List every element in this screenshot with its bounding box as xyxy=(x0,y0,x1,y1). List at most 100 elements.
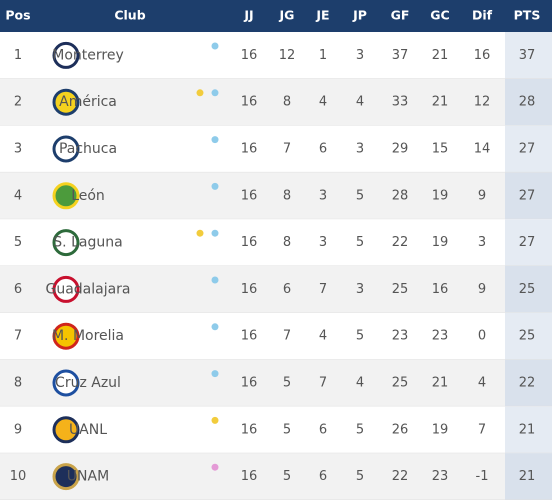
cell: 16 xyxy=(241,422,258,437)
cell: 7 xyxy=(319,282,327,297)
cell: 0 xyxy=(478,329,486,344)
cell: 10 xyxy=(10,469,27,484)
cell: 26 xyxy=(392,422,409,437)
cell: 3 xyxy=(356,282,364,297)
pts-cell-background xyxy=(505,312,552,360)
qualification-marker xyxy=(211,323,219,331)
qualification-marker xyxy=(211,416,219,424)
qualification-marker xyxy=(196,229,204,237)
pts-cell-background xyxy=(505,219,552,266)
cell: 9 xyxy=(14,422,22,437)
cell: 5 xyxy=(283,422,291,437)
cell: 16 xyxy=(241,376,258,391)
cell: 7 xyxy=(283,329,291,344)
club-name: América xyxy=(59,94,117,110)
club-name: M. Morelia xyxy=(52,328,124,344)
qualification-marker xyxy=(211,463,219,471)
cell: 5 xyxy=(356,469,364,484)
row-background xyxy=(0,78,552,126)
column-header: JP xyxy=(352,8,367,23)
cell: 15 xyxy=(432,142,449,157)
header-bar xyxy=(0,0,552,32)
points: 27 xyxy=(519,142,536,157)
row-background xyxy=(0,453,552,500)
column-header: Pos xyxy=(5,8,30,23)
cell: 5 xyxy=(356,329,364,344)
points: 28 xyxy=(519,95,536,110)
row-background xyxy=(0,406,552,454)
column-header: PTS xyxy=(514,8,541,23)
row-background xyxy=(0,312,552,360)
cell: 3 xyxy=(478,235,486,250)
cell: 1 xyxy=(319,48,327,63)
points: 37 xyxy=(519,48,536,63)
points: 21 xyxy=(519,469,536,484)
club-name: UNAM xyxy=(67,469,109,485)
cell: 6 xyxy=(319,422,327,437)
points: 21 xyxy=(519,422,536,437)
column-header: Club xyxy=(114,8,145,23)
cell: 6 xyxy=(319,469,327,484)
cell: 16 xyxy=(241,48,258,63)
cell: 1 xyxy=(14,48,22,63)
cell: 3 xyxy=(319,188,327,203)
cell: 7 xyxy=(14,329,22,344)
cell: 6 xyxy=(14,282,22,297)
qualification-marker xyxy=(211,89,219,97)
cell: 21 xyxy=(432,48,449,63)
cell: 4 xyxy=(356,376,364,391)
cell: 7 xyxy=(478,422,486,437)
cell: 29 xyxy=(392,142,409,157)
cell: 16 xyxy=(241,469,258,484)
club-logo xyxy=(52,369,80,397)
cell: 4 xyxy=(478,376,486,391)
cell: -1 xyxy=(476,469,489,484)
cell: 12 xyxy=(474,95,491,110)
column-header: GF xyxy=(391,8,410,23)
cell: 9 xyxy=(478,282,486,297)
cell: 3 xyxy=(14,142,22,157)
qualification-marker xyxy=(211,276,219,284)
cell: 5 xyxy=(283,376,291,391)
cell: 14 xyxy=(474,142,491,157)
cell: 12 xyxy=(279,48,296,63)
points: 22 xyxy=(519,376,536,391)
cell: 6 xyxy=(319,142,327,157)
pts-cell-background xyxy=(505,32,552,79)
cell: 3 xyxy=(319,235,327,250)
cell: 16 xyxy=(241,142,258,157)
row-background xyxy=(0,359,552,407)
cell: 25 xyxy=(392,282,409,297)
cell: 19 xyxy=(432,188,449,203)
pts-cell-background xyxy=(505,359,552,407)
cell: 8 xyxy=(283,188,291,203)
qualification-marker xyxy=(211,370,219,378)
row-background xyxy=(0,125,552,173)
cell: 23 xyxy=(432,329,449,344)
cell: 23 xyxy=(432,469,449,484)
column-header: JG xyxy=(279,8,295,23)
qualification-marker xyxy=(211,42,219,50)
cell: 19 xyxy=(432,422,449,437)
column-header: JE xyxy=(315,8,329,23)
cell: 9 xyxy=(478,188,486,203)
cell: 8 xyxy=(283,235,291,250)
club-logo xyxy=(52,88,80,116)
cell: 16 xyxy=(474,48,491,63)
cell: 7 xyxy=(283,142,291,157)
cell: 5 xyxy=(14,235,22,250)
cell: 5 xyxy=(356,422,364,437)
cell: 37 xyxy=(392,48,409,63)
qualification-marker xyxy=(211,229,219,237)
club-name: León xyxy=(71,188,105,204)
cell: 16 xyxy=(241,282,258,297)
cell: 16 xyxy=(241,329,258,344)
cell: 5 xyxy=(356,188,364,203)
points: 27 xyxy=(519,235,536,250)
pts-cell-background xyxy=(505,266,552,313)
club-name: Guadalajara xyxy=(45,281,130,297)
row-background xyxy=(0,32,552,79)
club-name: S. Laguna xyxy=(53,235,122,251)
cell: 3 xyxy=(356,48,364,63)
cell: 4 xyxy=(319,95,327,110)
